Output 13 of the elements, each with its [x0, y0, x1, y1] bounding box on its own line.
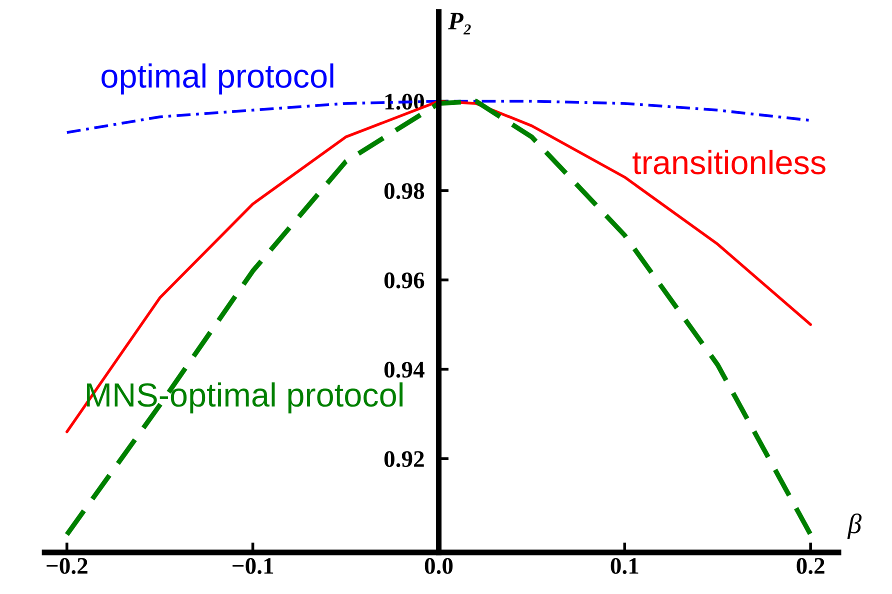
series-label: optimal protocol [102, 63, 334, 94]
x-tick-label: −0.1 [232, 558, 274, 574]
y-tick-label: 0.98 [384, 183, 424, 200]
y-tick-label: 0.94 [384, 362, 424, 378]
x-tick-label: 0.2 [796, 558, 824, 574]
x-axis-title: β [847, 514, 862, 540]
y-axis-title: P₂ [448, 12, 471, 34]
x-tick-label: −0.2 [46, 558, 88, 574]
y-tick-label: 0.92 [384, 451, 424, 468]
y-tick-label: 0.96 [384, 272, 424, 288]
x-tick-label: 0.0 [424, 558, 453, 574]
series-label: transitionless [632, 150, 826, 174]
x-tick-label: 0.1 [610, 558, 638, 574]
